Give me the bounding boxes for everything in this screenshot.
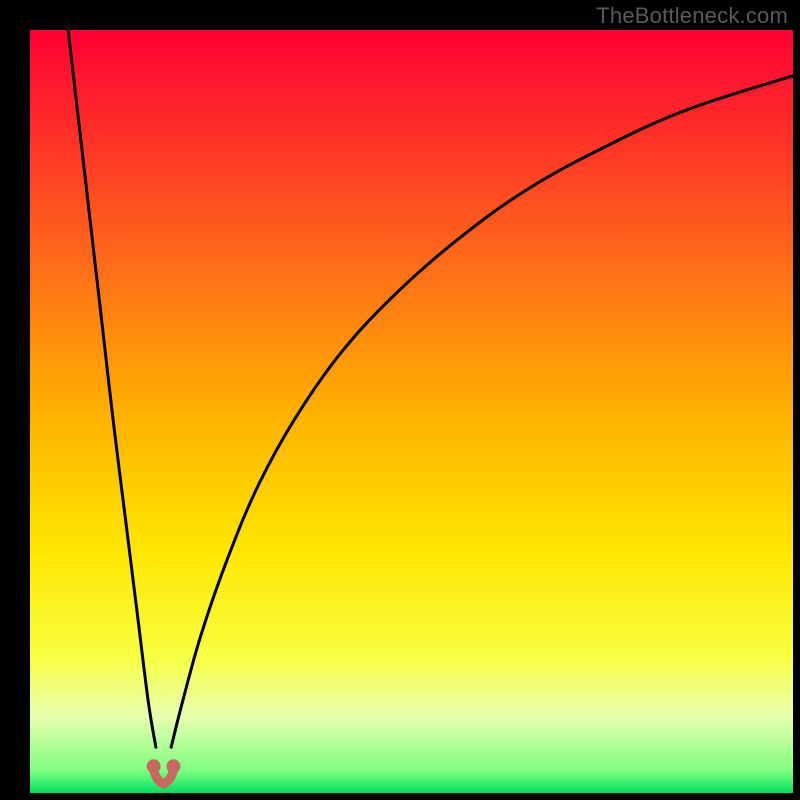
marker-dot-right [166, 759, 180, 773]
watermark-text: TheBottleneck.com [596, 3, 788, 29]
marker-dot-left [147, 759, 161, 773]
bottleneck-chart [0, 0, 800, 800]
chart-container: { "watermark": { "text": "TheBottleneck.… [0, 0, 800, 800]
